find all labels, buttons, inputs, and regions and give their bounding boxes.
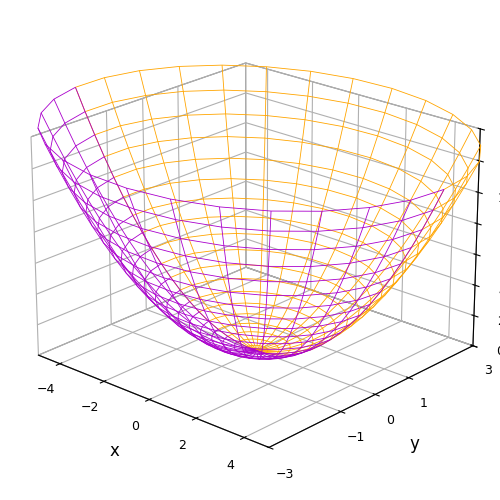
X-axis label: x: x xyxy=(109,442,119,460)
Y-axis label: y: y xyxy=(409,435,419,453)
